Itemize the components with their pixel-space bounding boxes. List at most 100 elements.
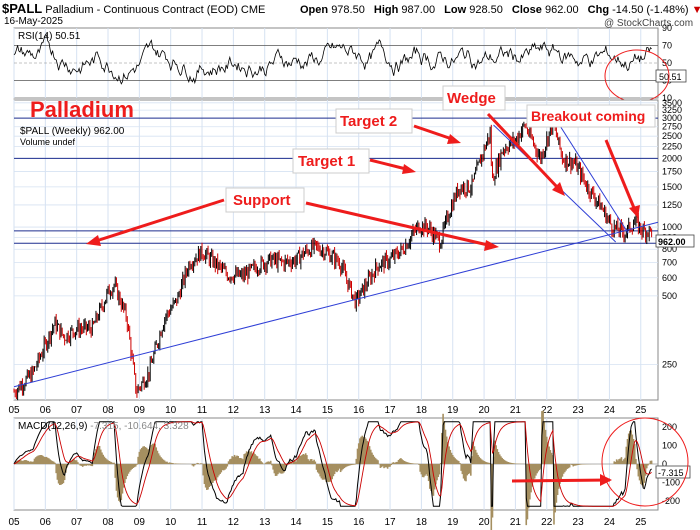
year-tick-label: 15	[322, 517, 334, 528]
price-legend: $PALL (Weekly) 962.00	[20, 126, 125, 137]
chg-label: Chg	[587, 4, 610, 16]
price-tick-label: 2750	[662, 122, 682, 132]
price-tick-label: 1500	[662, 182, 682, 192]
price-tick-label: 1750	[662, 167, 682, 177]
low-value: 928.50	[469, 4, 503, 16]
macd-legend-name: MACD(12,26,9)	[18, 421, 87, 432]
wedge-box	[442, 85, 506, 111]
year-tick-label: 08	[102, 517, 114, 528]
price-value-label: 962.00	[658, 237, 686, 247]
year-tick-label: 09	[134, 517, 146, 528]
macd-arrowhead	[600, 474, 612, 486]
wedge-arrowhead	[552, 182, 565, 196]
year-tick-label: 24	[604, 405, 616, 416]
year-tick-label: 18	[416, 405, 428, 416]
year-tick-label: 08	[102, 405, 114, 416]
ohlc-readout: Open 978.50 High 987.00 Low 928.50 Close…	[300, 4, 700, 16]
year-tick-label: 05	[8, 517, 20, 528]
price-tick-label: 500	[662, 291, 677, 301]
watermark: @ StockCharts.com	[604, 18, 694, 29]
price-tick-label: 1250	[662, 200, 682, 210]
date-label: 16-May-2025	[4, 16, 63, 27]
high-label: High	[373, 4, 399, 16]
target1-box	[292, 148, 370, 174]
rsi-line	[13, 34, 652, 85]
description: Palladium - Continuous Contract (EOD)	[45, 4, 238, 16]
target2-arrow	[413, 124, 453, 141]
macd-tick-label: 100	[662, 441, 677, 451]
annotations: Palladium Support Target 1 Target 2 Wedg…	[30, 85, 656, 251]
year-tick-label: 05	[8, 405, 20, 416]
year-tick-label: 25	[635, 517, 647, 528]
close-value: 962.00	[544, 4, 579, 16]
open-value: 978.50	[331, 4, 365, 16]
target2-box	[335, 108, 413, 134]
rsi-legend: RSI(14) 50.51	[18, 31, 81, 42]
price-tick-label: 2500	[662, 131, 682, 141]
rsi-tick-label: 90	[662, 23, 672, 33]
price-tick-label: 3500	[662, 98, 682, 108]
year-tick-label: 09	[134, 405, 146, 416]
year-tick-label: 06	[40, 405, 52, 416]
macd-annotation-arrow	[511, 478, 611, 483]
annotation-breakout: Breakout coming	[531, 108, 645, 124]
year-tick-label: 17	[384, 405, 396, 416]
exchange: CME	[240, 4, 266, 16]
year-tick-label: 24	[604, 517, 616, 528]
year-tick-label: 20	[479, 517, 491, 528]
support-arrowhead-right	[484, 240, 499, 251]
annotation-target2: Target 2	[340, 113, 397, 130]
support-arrow-right	[305, 201, 489, 247]
target2-arrowhead	[447, 134, 461, 144]
macd-panel: 200 100 0 -100 -200 MACD(12,26,9) -7.315, -1…	[13, 410, 691, 530]
year-tick-label: 21	[510, 517, 522, 528]
year-tick-label: 12	[228, 517, 240, 528]
price-tick-label: 3250	[662, 105, 682, 115]
down-arrow-icon: ▼	[691, 4, 700, 16]
annotation-target1: Target 1	[298, 153, 355, 170]
year-tick-label: 13	[259, 517, 271, 528]
year-tick-label: 16	[353, 517, 365, 528]
annotation-title: Palladium	[30, 97, 134, 122]
wedge-arrow	[486, 112, 560, 190]
signal-line	[13, 421, 652, 507]
year-tick-label: 07	[71, 517, 83, 528]
rsi-panel: 9070503010 RSI(14) 50.51 50.51	[13, 23, 687, 103]
year-tick-label: 12	[228, 405, 240, 416]
rsi-value-box	[655, 69, 687, 83]
price-tick-label: 800	[662, 244, 677, 254]
year-tick-label: 19	[447, 517, 459, 528]
year-tick-label: 11	[197, 405, 208, 416]
annotation-support: Support	[233, 192, 291, 209]
support-arrow-left	[95, 198, 225, 243]
year-tick-label: 07	[71, 405, 83, 416]
price-tick-label: 600	[662, 273, 677, 283]
breakout-box	[526, 104, 656, 128]
rsi-tick-label: 70	[662, 41, 672, 51]
breakout-arrowhead	[629, 205, 640, 218]
macd-highlight-circle	[601, 417, 689, 507]
year-tick-label: 18	[416, 517, 428, 528]
macd-tick-label: -200	[662, 496, 680, 506]
support-arrowhead-left	[86, 235, 101, 246]
rsi-tick-label: 10	[662, 93, 672, 103]
target1-arrowhead	[402, 164, 416, 174]
price-tick-label: 1000	[662, 222, 682, 232]
annotation-wedge: Wedge	[447, 90, 496, 107]
rsi-grid	[13, 28, 658, 98]
year-tick-label: 16	[353, 405, 365, 416]
volume-legend: Volume undef	[20, 137, 76, 147]
macd-value-box	[655, 465, 691, 479]
year-tick-label: 23	[573, 405, 585, 416]
open-label: Open	[300, 4, 329, 16]
year-tick-label: 25	[635, 405, 647, 416]
price-tick-label: 2250	[662, 142, 682, 152]
year-tick-label: 15	[322, 405, 334, 416]
macd-legend-values: -7.315, -10.644, 3.328	[90, 421, 189, 432]
year-tick-label: 22	[541, 405, 553, 416]
symbol: $PALL	[2, 1, 43, 16]
year-tick-label: 19	[447, 405, 459, 416]
